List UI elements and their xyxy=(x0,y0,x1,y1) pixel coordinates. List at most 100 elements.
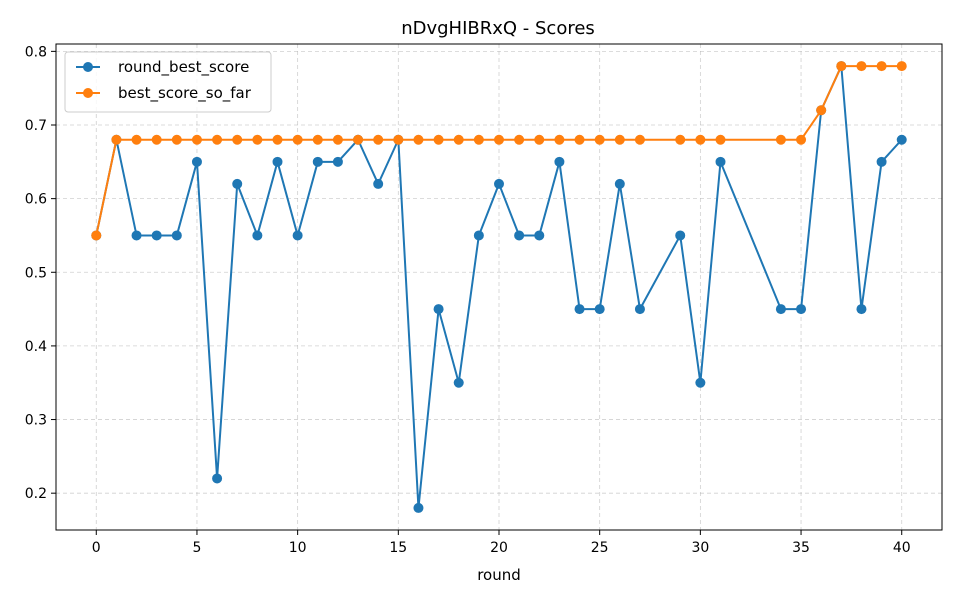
series-best-score-so-far xyxy=(91,61,907,241)
data-point-round-best-score xyxy=(433,304,444,315)
y-tick-label: 0.5 xyxy=(25,265,47,281)
y-tick-label: 0.7 xyxy=(25,118,47,134)
data-point-round-best-score xyxy=(675,230,686,241)
legend-marker-best-score-so-far xyxy=(83,88,93,98)
data-point-round-best-score xyxy=(574,304,585,315)
data-point-best-score-so-far xyxy=(896,61,907,72)
data-point-best-score-so-far xyxy=(796,134,807,145)
x-tick-label: 20 xyxy=(490,540,508,556)
data-point-best-score-so-far xyxy=(393,134,404,145)
data-point-best-score-so-far xyxy=(695,134,706,145)
data-point-best-score-so-far xyxy=(353,134,364,145)
x-tick-label: 15 xyxy=(389,540,407,556)
data-point-round-best-score xyxy=(554,156,565,167)
data-point-round-best-score xyxy=(775,304,786,315)
data-point-best-score-so-far xyxy=(594,134,605,145)
data-point-best-score-so-far xyxy=(191,134,202,145)
data-point-round-best-score xyxy=(292,230,303,241)
data-point-round-best-score xyxy=(494,178,504,189)
data-point-best-score-so-far xyxy=(91,230,102,241)
data-point-round-best-score xyxy=(232,178,243,189)
data-point-best-score-so-far xyxy=(514,134,525,145)
y-tick-label: 0.3 xyxy=(25,413,47,429)
data-point-best-score-so-far xyxy=(856,61,867,72)
data-point-best-score-so-far xyxy=(232,134,243,145)
data-point-round-best-score xyxy=(796,304,807,315)
data-point-best-score-so-far xyxy=(453,134,464,145)
series-line-round-best-score xyxy=(95,65,903,509)
data-point-best-score-so-far xyxy=(292,134,303,145)
x-tick-label: 10 xyxy=(289,540,307,556)
data-point-best-score-so-far xyxy=(332,134,343,145)
y-tick-label: 0.4 xyxy=(25,339,47,355)
x-tick-label: 5 xyxy=(192,540,201,556)
data-point-best-score-so-far xyxy=(312,134,323,145)
y-tick-label: 0.2 xyxy=(25,486,47,502)
data-point-best-score-so-far xyxy=(634,134,645,145)
series-layer xyxy=(91,61,907,513)
data-point-best-score-so-far xyxy=(433,134,444,145)
data-point-best-score-so-far xyxy=(554,134,565,145)
data-point-round-best-score xyxy=(332,156,343,167)
data-point-best-score-so-far xyxy=(151,134,162,145)
x-tick-label: 30 xyxy=(691,540,709,556)
data-point-best-score-so-far xyxy=(473,134,484,145)
data-point-best-score-so-far xyxy=(494,134,504,145)
data-point-best-score-so-far xyxy=(534,134,545,145)
y-tick-label: 0.8 xyxy=(25,44,47,60)
grid-lines xyxy=(56,44,942,530)
data-point-round-best-score xyxy=(171,230,182,241)
data-point-round-best-score xyxy=(534,230,545,241)
legend: round_best_score best_score_so_far xyxy=(64,51,272,113)
data-point-round-best-score xyxy=(312,156,323,167)
data-point-best-score-so-far xyxy=(675,134,686,145)
y-tick-label: 0.6 xyxy=(25,192,47,208)
data-point-round-best-score xyxy=(191,156,202,167)
data-point-round-best-score xyxy=(151,230,162,241)
data-point-round-best-score xyxy=(634,304,645,315)
y-axis-ticks: 0.2 0.3 0.4 0.5 0.6 0.7 0.8 xyxy=(25,44,56,502)
data-point-round-best-score xyxy=(373,178,384,189)
data-point-round-best-score xyxy=(252,230,263,241)
data-point-best-score-so-far xyxy=(212,134,223,145)
data-point-round-best-score xyxy=(514,230,525,241)
legend-label-best-score-so-far: best_score_so_far xyxy=(118,84,252,103)
data-point-round-best-score xyxy=(413,502,424,513)
data-point-round-best-score xyxy=(614,178,625,189)
x-axis-ticks: 0 5 10 15 20 25 30 35 40 xyxy=(92,530,911,556)
data-point-best-score-so-far xyxy=(775,134,786,145)
data-point-best-score-so-far xyxy=(614,134,625,145)
data-point-round-best-score xyxy=(856,304,867,315)
data-point-round-best-score xyxy=(212,473,223,484)
data-point-round-best-score xyxy=(695,377,706,388)
x-axis-label: round xyxy=(477,566,521,584)
data-point-best-score-so-far xyxy=(373,134,384,145)
legend-label-round-best-score: round_best_score xyxy=(118,58,249,77)
legend-marker-round-best-score xyxy=(83,62,93,72)
data-point-best-score-so-far xyxy=(413,134,424,145)
data-point-best-score-so-far xyxy=(171,134,182,145)
legend-box xyxy=(64,51,272,113)
data-point-round-best-score xyxy=(876,156,887,167)
data-point-round-best-score xyxy=(715,156,726,167)
data-point-best-score-so-far xyxy=(252,134,263,145)
data-point-best-score-so-far xyxy=(715,134,726,145)
data-point-best-score-so-far xyxy=(574,134,585,145)
data-point-best-score-so-far xyxy=(111,134,122,145)
x-tick-label: 25 xyxy=(591,540,609,556)
data-point-best-score-so-far xyxy=(836,61,847,72)
data-point-best-score-so-far xyxy=(816,105,827,116)
chart-title: nDvgHIBRxQ - Scores xyxy=(401,18,595,39)
x-tick-label: 35 xyxy=(792,540,810,556)
data-point-round-best-score xyxy=(272,156,283,167)
data-point-round-best-score xyxy=(473,230,484,241)
data-point-round-best-score xyxy=(896,134,907,145)
data-point-round-best-score xyxy=(131,230,142,241)
data-point-round-best-score xyxy=(594,304,605,315)
data-point-best-score-so-far xyxy=(272,134,283,145)
data-point-best-score-so-far xyxy=(876,61,887,72)
data-point-round-best-score xyxy=(453,377,464,388)
x-tick-label: 40 xyxy=(893,540,911,556)
x-tick-label: 0 xyxy=(92,540,101,556)
